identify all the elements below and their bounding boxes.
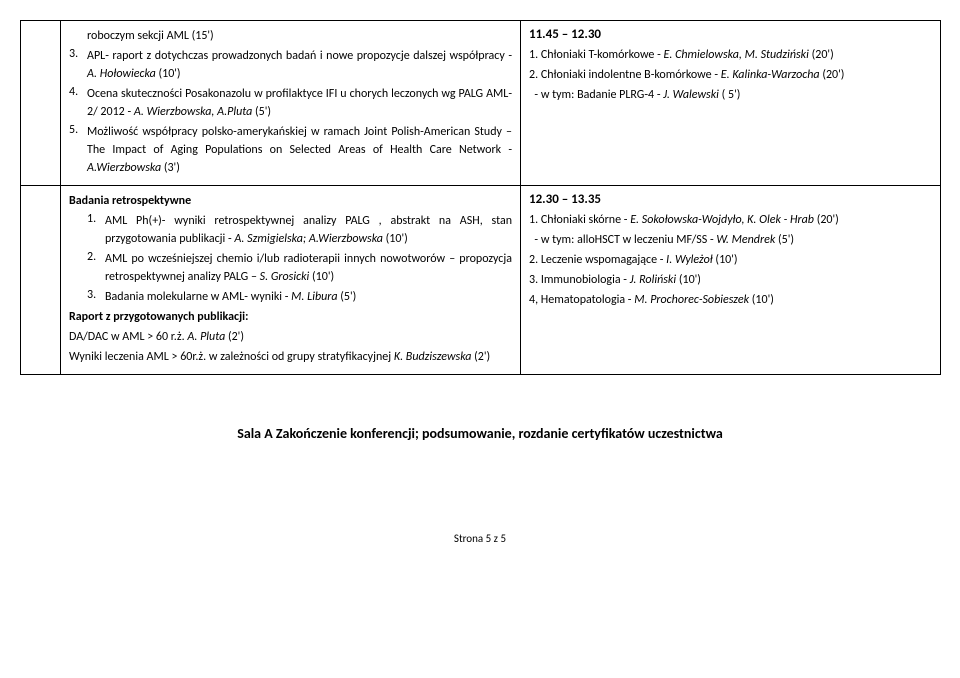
row2-right-cell: 12.30 – 13.351. Chłoniaki skórne - E. So…	[521, 186, 941, 375]
row1-left-cell: roboczym sekcji AML (15')3.APL- raport z…	[61, 21, 521, 186]
schedule-table: roboczym sekcji AML (15')3.APL- raport z…	[20, 20, 941, 375]
row1-gutter	[21, 21, 61, 186]
closing-line: Sala A Zakończenie konferencji; podsumow…	[20, 425, 940, 442]
page-footer: Strona 5 z 5	[20, 532, 940, 545]
row2-gutter	[21, 186, 61, 375]
row2-left-cell: Badania retrospektywne1.AML Ph(+)- wynik…	[61, 186, 521, 375]
row1-right-cell: 11.45 – 12.301. Chłoniaki T-komórkowe - …	[521, 21, 941, 186]
